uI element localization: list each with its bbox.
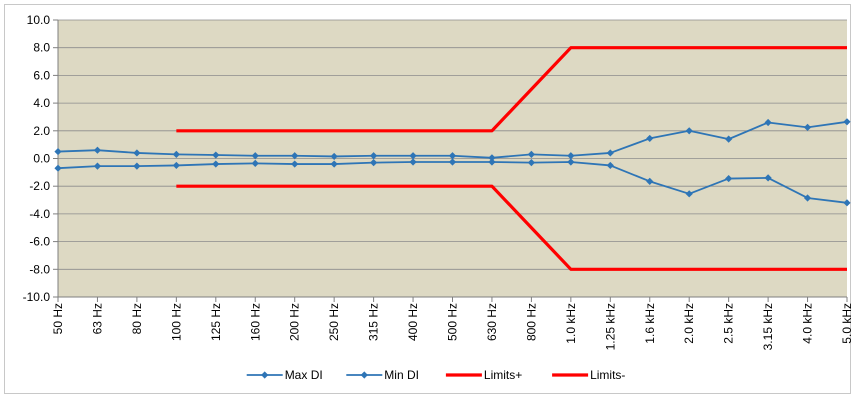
x-tick-label: 315 Hz: [367, 303, 381, 341]
x-tick-label: 2.5 kHz: [722, 303, 736, 344]
y-tick-label: 0.0: [33, 152, 50, 166]
data-point-min-di: [409, 158, 417, 166]
x-tick-label: 160 Hz: [248, 303, 262, 341]
data-point-max-di: [370, 152, 378, 160]
data-point-max-di: [133, 149, 141, 157]
data-point-min-di: [527, 159, 535, 167]
data-point-min-di: [803, 194, 812, 202]
y-tick-label: -6.0: [29, 235, 50, 249]
x-tick-label: 500 Hz: [446, 303, 460, 341]
x-tick-label: 125 Hz: [209, 303, 223, 341]
x-tick-label: 1.0 kHz: [564, 303, 578, 344]
data-point-min-di: [330, 160, 338, 168]
data-point-min-di: [370, 159, 378, 167]
x-tick-label: 1.25 kHz: [603, 303, 617, 350]
x-tick-label: 1.6 kHz: [643, 303, 657, 344]
data-point-max-di: [54, 147, 62, 156]
data-point-max-di: [803, 123, 812, 131]
data-point-min-di: [764, 174, 772, 182]
x-tick-label: 63 Hz: [90, 303, 104, 334]
data-point-max-di: [685, 127, 693, 135]
data-point-min-di: [291, 160, 299, 168]
x-tick-label: 400 Hz: [406, 303, 420, 341]
x-tick-label: 200 Hz: [288, 303, 302, 341]
x-tick-label: 100 Hz: [169, 303, 183, 341]
data-point-max-di: [488, 154, 496, 162]
x-tick-label: 5.0 kHz: [840, 303, 853, 344]
legend-label: Max DI: [285, 368, 323, 382]
data-point-min-di: [448, 158, 457, 166]
data-point-max-di: [764, 118, 772, 127]
data-point-max-di: [567, 152, 575, 160]
x-tick-label: 3.15 kHz: [761, 303, 775, 350]
legend-marker: [261, 371, 269, 379]
y-tick-label: 6.0: [33, 68, 50, 82]
x-tick-label: 80 Hz: [130, 303, 144, 334]
y-tick-label: -4.0: [29, 207, 50, 221]
x-tick-label: 630 Hz: [485, 303, 499, 341]
x-tick-label: 50 Hz: [51, 303, 65, 334]
data-point-min-di: [567, 158, 575, 166]
data-point-min-di: [212, 160, 220, 168]
data-point-max-di: [843, 118, 851, 126]
data-point-max-di: [93, 146, 102, 154]
data-point-max-di: [330, 152, 338, 161]
series-line-limits-minus: [176, 184, 847, 271]
y-tick-label: -8.0: [29, 262, 50, 276]
y-tick-label: -10.0: [23, 290, 51, 304]
data-point-max-di: [448, 152, 457, 160]
data-point-min-di: [725, 174, 733, 183]
data-point-max-di: [606, 149, 614, 157]
y-tick-label: 8.0: [33, 41, 50, 55]
x-tick-label: 250 Hz: [327, 303, 341, 341]
data-point-min-di: [251, 159, 259, 167]
y-tick-label: -2.0: [29, 179, 50, 193]
data-point-max-di: [646, 134, 654, 143]
data-point-max-di: [527, 150, 535, 158]
legend-label: Min DI: [384, 368, 419, 382]
data-point-max-di: [172, 150, 180, 158]
y-tick-label: 4.0: [33, 96, 50, 110]
data-point-min-di: [172, 161, 180, 170]
data-point-min-di: [843, 199, 851, 207]
legend-marker: [360, 371, 368, 379]
data-point-min-di: [133, 162, 141, 170]
legend-label: Limits+: [484, 368, 522, 382]
data-point-min-di: [93, 162, 102, 170]
data-point-max-di: [251, 152, 259, 160]
y-tick-label: 2.0: [33, 124, 50, 138]
data-point-max-di: [212, 151, 220, 159]
data-point-min-di: [685, 190, 693, 198]
data-point-min-di: [488, 158, 496, 166]
data-point-min-di: [646, 177, 654, 185]
series-line-limits-plus: [176, 46, 847, 133]
x-tick-label: 2.0 kHz: [682, 303, 696, 344]
data-point-max-di: [409, 152, 417, 160]
legend-label: Limits-: [590, 368, 625, 382]
data-point-min-di: [54, 164, 62, 172]
data-point-max-di: [725, 135, 733, 143]
x-tick-label: 4.0 kHz: [801, 303, 815, 344]
x-tick-label: 800 Hz: [524, 303, 538, 341]
data-point-max-di: [291, 152, 299, 160]
data-point-min-di: [606, 161, 614, 170]
y-tick-label: 10.0: [27, 13, 51, 27]
